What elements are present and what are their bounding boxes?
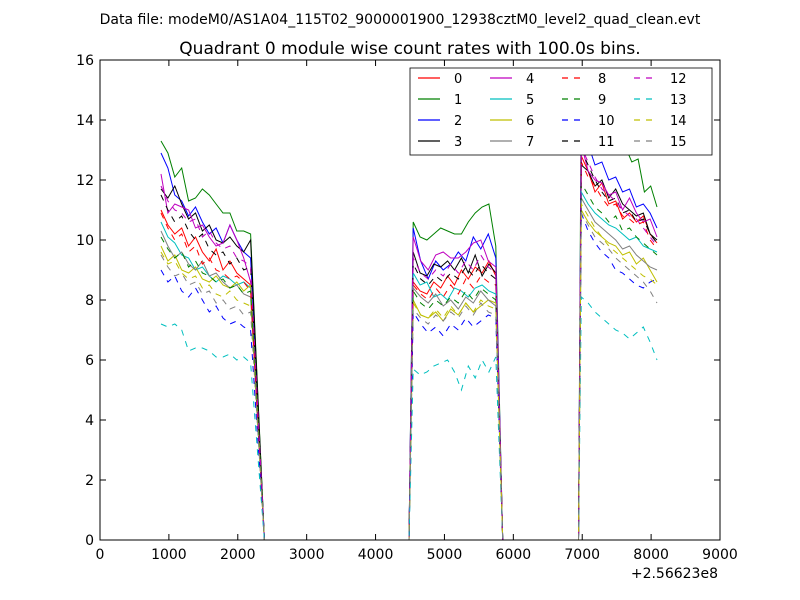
y-tick-label: 12 <box>76 173 94 189</box>
legend-label-5: 5 <box>526 93 534 108</box>
legend-label-13: 13 <box>670 93 687 108</box>
legend-label-8: 8 <box>598 72 606 87</box>
legend-label-4: 4 <box>526 72 534 87</box>
x-tick-label: 9000 <box>702 547 738 563</box>
y-tick-label: 2 <box>85 473 94 489</box>
x-tick-label: 7000 <box>564 547 600 563</box>
x-tick-label: 5000 <box>427 547 463 563</box>
x-tick-label: 1000 <box>151 547 187 563</box>
y-tick-label: 8 <box>85 293 94 309</box>
y-tick-label: 0 <box>85 533 94 549</box>
tick-layer: 0 1000 2000 3000 4000 5000 6000 7000 8000 9000 0 2 4… <box>76 53 738 563</box>
y-tick-label: 6 <box>85 353 94 369</box>
x-tick-label: 3000 <box>289 547 325 563</box>
legend-label-11: 11 <box>598 135 615 150</box>
y-tick-label: 14 <box>76 113 94 129</box>
x-tick-label: 6000 <box>496 547 532 563</box>
legend-label-0: 0 <box>454 72 462 87</box>
legend-label-10: 10 <box>598 114 615 129</box>
series-line-13 <box>160 295 658 541</box>
series-line-15 <box>160 211 658 541</box>
legend-label-14: 14 <box>670 114 687 129</box>
data-file-suptitle: Data file: modeM0/AS1A04_115T02_90000019… <box>100 12 701 28</box>
x-tick-label: 2000 <box>220 547 256 563</box>
legend-label-15: 15 <box>670 135 687 150</box>
x-tick-label: 8000 <box>633 547 669 563</box>
series-layer <box>160 80 658 541</box>
y-tick-label: 10 <box>76 233 94 249</box>
x-tick-label: 0 <box>96 547 105 563</box>
legend-label-12: 12 <box>670 72 687 87</box>
legend-label-2: 2 <box>454 114 462 129</box>
legend-label-3: 3 <box>454 135 462 150</box>
legend-label-9: 9 <box>598 93 606 108</box>
chart-title: Quadrant 0 module wise count rates with … <box>179 39 640 59</box>
legend-box <box>409 67 713 156</box>
legend-label-1: 1 <box>454 93 462 108</box>
x-offset-label: +2.56623e8 <box>631 566 718 582</box>
y-tick-label: 16 <box>76 53 94 69</box>
legend-label-6: 6 <box>526 114 534 129</box>
legend-label-7: 7 <box>526 135 534 150</box>
x-tick-label: 4000 <box>358 547 394 563</box>
y-tick-label: 4 <box>85 413 94 429</box>
